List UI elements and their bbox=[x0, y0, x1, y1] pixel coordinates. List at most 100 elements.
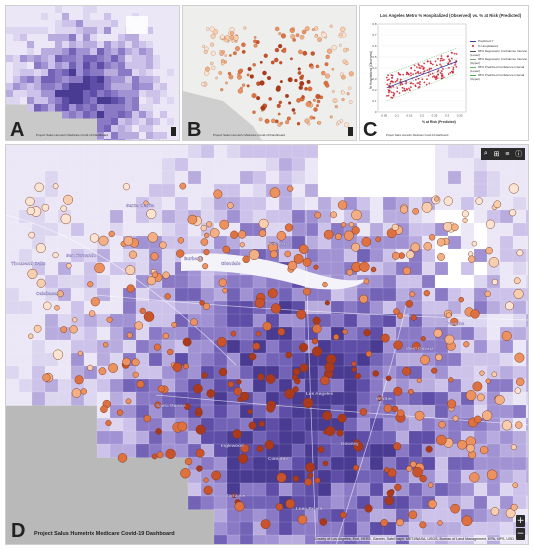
zip-region bbox=[525, 170, 528, 185]
risk-bubble bbox=[505, 301, 514, 311]
data-point bbox=[419, 72, 422, 74]
x-tick-label: 0.3 bbox=[445, 114, 450, 118]
zip-region bbox=[104, 13, 112, 21]
zip-region bbox=[111, 97, 119, 105]
zip-region bbox=[160, 118, 168, 126]
panel-b[interactable]: B Project Salus Humetrix Medicare Covid-… bbox=[182, 5, 357, 141]
zip-region bbox=[512, 157, 527, 172]
zip-region bbox=[44, 157, 59, 172]
panel-b-zoom-control[interactable] bbox=[348, 127, 353, 136]
panel-d[interactable]: Santa Clarita San Fernando Burbank Glendale… bbox=[5, 144, 529, 545]
zip-region bbox=[125, 69, 133, 77]
zip-region bbox=[90, 13, 98, 21]
zip-region bbox=[83, 209, 98, 224]
zip-region bbox=[525, 404, 528, 419]
y-tick-label: 0.7 bbox=[372, 33, 377, 37]
zip-region bbox=[421, 300, 436, 315]
risk-bubble bbox=[331, 67, 335, 71]
zip-region bbox=[356, 157, 371, 172]
zip-region bbox=[434, 391, 449, 406]
zip-region bbox=[69, 55, 77, 63]
zoom-in-button[interactable]: + bbox=[516, 515, 525, 527]
panel-a[interactable]: A Project Salus Humetrix Medicare Covid-… bbox=[5, 5, 180, 141]
zip-region bbox=[48, 20, 56, 28]
zip-region bbox=[70, 352, 85, 367]
zip-region bbox=[62, 90, 70, 98]
zip-region bbox=[213, 521, 228, 536]
zip-region bbox=[148, 365, 163, 380]
risk-bubble bbox=[353, 441, 364, 452]
risk-bubble bbox=[291, 27, 295, 31]
risk-bubble bbox=[218, 367, 228, 377]
x-axis-label: % at Risk (Predicted) bbox=[422, 120, 456, 124]
zip-region bbox=[76, 34, 84, 42]
zip-region bbox=[265, 170, 280, 185]
zip-region bbox=[111, 118, 119, 126]
ocean-area bbox=[183, 91, 262, 140]
zip-region bbox=[118, 132, 126, 140]
panel-c[interactable]: Los Angeles Metro % Hospitalized (Observ… bbox=[359, 5, 529, 141]
data-point bbox=[439, 71, 442, 74]
risk-bubble bbox=[256, 96, 261, 101]
risk-bubble bbox=[177, 237, 185, 244]
zip-region bbox=[330, 482, 345, 497]
zip-region bbox=[382, 430, 397, 445]
city-label: Santa Clarita bbox=[126, 203, 155, 208]
zoom-out-button[interactable]: − bbox=[516, 528, 525, 540]
risk-bubble bbox=[325, 83, 330, 88]
risk-bubble bbox=[66, 262, 72, 269]
zip-region bbox=[18, 183, 33, 198]
risk-bubble bbox=[203, 485, 213, 495]
zip-region bbox=[226, 157, 241, 172]
zip-region bbox=[111, 20, 119, 28]
legend-label: 95% Predicted Confidence Interval (Upper… bbox=[470, 73, 525, 81]
zip-region bbox=[20, 76, 28, 84]
zip-region bbox=[473, 183, 488, 198]
zip-region bbox=[44, 222, 59, 237]
zip-region bbox=[434, 287, 449, 302]
risk-bubble bbox=[180, 468, 191, 479]
zoom-icon[interactable]: ⊞ bbox=[493, 151, 500, 158]
info-icon[interactable]: ⓘ bbox=[515, 151, 523, 158]
risk-bubble bbox=[314, 26, 319, 31]
zip-region bbox=[160, 62, 168, 70]
risk-bubble bbox=[405, 300, 413, 308]
zip-region bbox=[167, 90, 175, 98]
zip-region bbox=[18, 157, 33, 172]
data-point bbox=[386, 95, 388, 97]
zip-region bbox=[395, 183, 410, 198]
risk-bubble bbox=[162, 271, 170, 279]
zip-region bbox=[512, 469, 527, 484]
zip-region bbox=[160, 27, 168, 35]
risk-bubble bbox=[280, 121, 283, 125]
zip-region bbox=[174, 48, 179, 56]
data-point bbox=[401, 90, 404, 92]
layers-icon[interactable]: ≡ bbox=[505, 150, 510, 158]
zip-region bbox=[160, 97, 168, 105]
risk-bubble bbox=[77, 350, 83, 356]
risk-bubble bbox=[165, 448, 176, 459]
legend-item: 95% Predicted Confidence Interval (Upper… bbox=[470, 73, 528, 81]
risk-bubble bbox=[486, 469, 498, 481]
panel-a-zoom-control[interactable] bbox=[171, 127, 176, 136]
data-point bbox=[426, 78, 428, 81]
risk-bubble bbox=[420, 336, 426, 342]
x-tick-label: 0.05 bbox=[381, 114, 387, 118]
search-icon[interactable]: ⌕ bbox=[483, 150, 488, 157]
risk-bubble bbox=[396, 409, 405, 417]
risk-bubble bbox=[206, 389, 216, 398]
zip-region bbox=[460, 404, 475, 419]
zip-region bbox=[6, 20, 14, 28]
risk-bubble bbox=[105, 420, 112, 427]
zip-region bbox=[343, 391, 358, 406]
risk-bubble bbox=[87, 281, 94, 288]
zip-region bbox=[213, 404, 228, 419]
zip-region bbox=[109, 274, 124, 289]
risk-bubble bbox=[304, 87, 308, 91]
zip-region bbox=[317, 157, 332, 172]
risk-bubble bbox=[90, 297, 100, 307]
zip-region bbox=[111, 62, 119, 70]
risk-bubble bbox=[230, 330, 237, 337]
zip-region bbox=[153, 111, 161, 119]
